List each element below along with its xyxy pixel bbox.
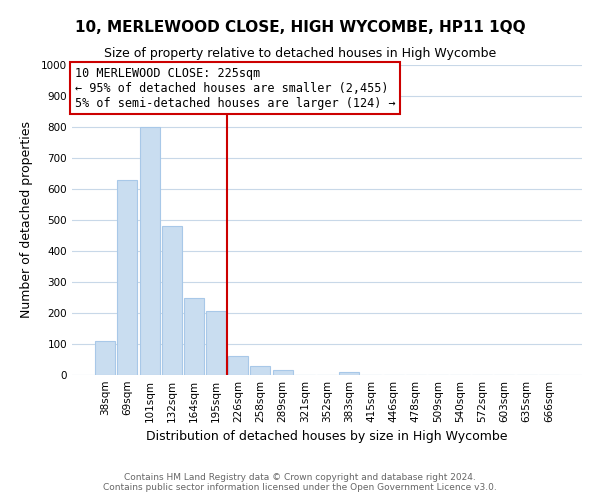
Y-axis label: Number of detached properties: Number of detached properties — [20, 122, 32, 318]
Text: Contains HM Land Registry data © Crown copyright and database right 2024.: Contains HM Land Registry data © Crown c… — [124, 474, 476, 482]
X-axis label: Distribution of detached houses by size in High Wycombe: Distribution of detached houses by size … — [146, 430, 508, 444]
Bar — [272, 370, 293, 375]
Bar — [162, 226, 182, 375]
Bar — [95, 341, 115, 375]
Bar — [184, 298, 204, 375]
Bar — [250, 366, 271, 375]
Text: 10, MERLEWOOD CLOSE, HIGH WYCOMBE, HP11 1QQ: 10, MERLEWOOD CLOSE, HIGH WYCOMBE, HP11 … — [74, 20, 526, 35]
Bar — [339, 372, 359, 375]
Text: Size of property relative to detached houses in High Wycombe: Size of property relative to detached ho… — [104, 47, 496, 60]
Text: Contains public sector information licensed under the Open Government Licence v3: Contains public sector information licen… — [103, 484, 497, 492]
Text: 10 MERLEWOOD CLOSE: 225sqm
← 95% of detached houses are smaller (2,455)
5% of se: 10 MERLEWOOD CLOSE: 225sqm ← 95% of deta… — [74, 66, 395, 110]
Bar — [140, 127, 160, 375]
Bar — [118, 180, 137, 375]
Bar — [228, 356, 248, 375]
Bar — [206, 312, 226, 375]
